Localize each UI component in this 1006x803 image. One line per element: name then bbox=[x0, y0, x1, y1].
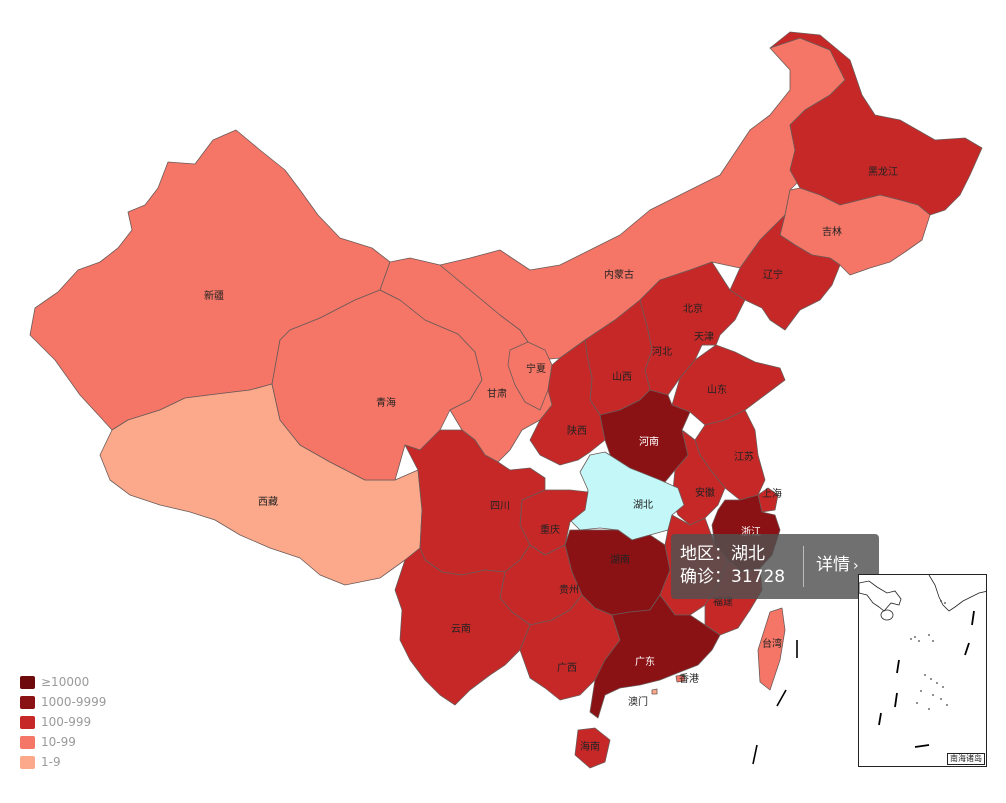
legend-item-1-9[interactable]: 1-9 bbox=[20, 752, 106, 772]
province-shandong[interactable] bbox=[671, 344, 786, 426]
inset-map bbox=[859, 575, 986, 748]
legend-item-1000-9999[interactable]: 1000-9999 bbox=[20, 692, 106, 712]
tooltip-confirmed: 确诊：31728 bbox=[680, 567, 786, 587]
legend-swatch bbox=[20, 695, 35, 709]
province-yunnan[interactable] bbox=[394, 547, 531, 706]
inset-coastline bbox=[859, 580, 902, 612]
legend-label: 1000-9999 bbox=[41, 695, 107, 709]
legend-swatch bbox=[20, 715, 35, 729]
legend-swatch bbox=[20, 675, 35, 689]
legend-item-10-99[interactable]: 10-99 bbox=[20, 732, 106, 752]
legend-label: 10-99 bbox=[41, 735, 76, 749]
legend-label: 100-999 bbox=[41, 715, 92, 729]
tooltip-text: 地区：湖北 确诊：31728 bbox=[680, 543, 785, 589]
south-china-sea-inset: 南海诸岛 bbox=[858, 574, 987, 767]
legend-item-100-999[interactable]: 100-999 bbox=[20, 712, 106, 732]
coastal-dash-marks bbox=[752, 640, 798, 765]
legend-label: ≥10000 bbox=[41, 675, 90, 689]
legend-item-10000-plus[interactable]: ≥10000 bbox=[20, 672, 106, 692]
details-label: 详情 bbox=[816, 555, 850, 575]
inset-dashes bbox=[878, 610, 975, 748]
province-hongkong[interactable] bbox=[675, 674, 686, 683]
province-hainan[interactable] bbox=[574, 727, 611, 769]
inset-coastline-east bbox=[928, 575, 986, 612]
inset-island-hainan bbox=[880, 609, 894, 621]
province-taiwan[interactable] bbox=[757, 607, 786, 691]
map-legend: ≥10000 1000-9999 100-999 10-99 1-9 bbox=[20, 672, 106, 772]
inset-islands bbox=[910, 600, 948, 710]
province-ningxia[interactable] bbox=[507, 341, 553, 411]
inset-label: 南海诸岛 bbox=[947, 753, 985, 765]
province-liaoning[interactable] bbox=[729, 214, 841, 331]
province-macau[interactable] bbox=[651, 688, 658, 695]
province-shaanxi[interactable] bbox=[529, 339, 606, 466]
tooltip-region: 地区：湖北 bbox=[680, 544, 765, 564]
legend-label: 1-9 bbox=[41, 755, 61, 769]
legend-swatch bbox=[20, 735, 35, 749]
details-button[interactable]: 详情 › bbox=[816, 554, 859, 578]
legend-swatch bbox=[20, 755, 35, 769]
chevron-right-icon: › bbox=[853, 558, 859, 574]
province-tooltip: 地区：湖北 确诊：31728 详情 › bbox=[671, 534, 879, 599]
province-guangdong[interactable] bbox=[589, 594, 721, 719]
tooltip-divider bbox=[803, 546, 804, 587]
